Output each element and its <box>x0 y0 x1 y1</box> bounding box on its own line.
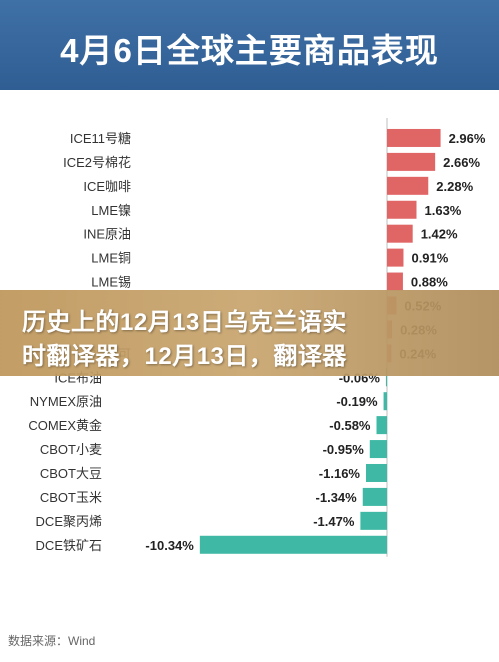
bar <box>387 248 404 267</box>
bar <box>387 128 441 147</box>
category-label: LME锡 <box>91 275 131 290</box>
bar <box>199 535 387 554</box>
value-label: 1.63% <box>425 203 462 218</box>
category-label: CBOT小麦 <box>40 442 102 457</box>
category-label: NYMEX原油 <box>30 394 102 409</box>
headline-line-1: 历史上的12月13日乌克兰语实 <box>22 309 347 336</box>
value-label: -1.34% <box>316 490 358 505</box>
source-note: 数据来源：Wind <box>8 634 96 648</box>
value-label: -0.95% <box>323 442 365 457</box>
bar-chart: ICE11号糖 2.96% ICE2号棉花 2.66% ICE咖啡 2.28% LME镍 1.… <box>28 118 486 557</box>
bar <box>369 440 387 459</box>
value-label: 0.88% <box>411 275 448 290</box>
category-label: LME铜 <box>91 251 131 266</box>
bar <box>362 487 387 506</box>
value-label: 2.96% <box>449 131 486 146</box>
bar <box>387 176 429 195</box>
bar <box>387 152 436 171</box>
chart-title: 4月6日全球主要商品表现 <box>60 32 439 69</box>
bar <box>360 511 387 530</box>
chart-header: 4月6日全球主要商品表现 <box>0 0 499 90</box>
bar <box>387 200 417 219</box>
bar <box>387 224 413 243</box>
bar <box>383 392 387 411</box>
category-label: CBOT玉米 <box>40 490 102 505</box>
category-label: LME镍 <box>91 203 131 218</box>
category-label: INE原油 <box>83 227 131 242</box>
value-label: 2.28% <box>436 179 473 194</box>
category-label: COMEX黄金 <box>28 418 102 433</box>
bar <box>387 272 403 291</box>
category-label: DCE铁矿石 <box>36 538 102 553</box>
category-label: ICE2号棉花 <box>63 155 131 170</box>
bar <box>366 463 387 482</box>
category-label: DCE聚丙烯 <box>36 514 102 529</box>
headline-banner: 历史上的12月13日乌克兰语实 时翻译器，12月13日，翻译器 <box>0 290 499 376</box>
category-label: ICE咖啡 <box>83 179 131 194</box>
value-label: -10.34% <box>145 538 194 553</box>
value-label: -0.58% <box>329 418 371 433</box>
value-label: -0.19% <box>336 394 378 409</box>
value-label: 2.66% <box>443 155 480 170</box>
bar <box>385 368 387 387</box>
category-label: CBOT大豆 <box>40 466 102 481</box>
value-label: -1.16% <box>319 466 361 481</box>
value-label: 1.42% <box>421 227 458 242</box>
value-label: -1.47% <box>313 514 355 529</box>
headline-line-2: 时翻译器，12月13日，翻译器 <box>22 343 347 370</box>
category-label: ICE11号糖 <box>70 131 131 146</box>
value-label: 0.91% <box>411 251 448 266</box>
bar <box>376 416 387 435</box>
